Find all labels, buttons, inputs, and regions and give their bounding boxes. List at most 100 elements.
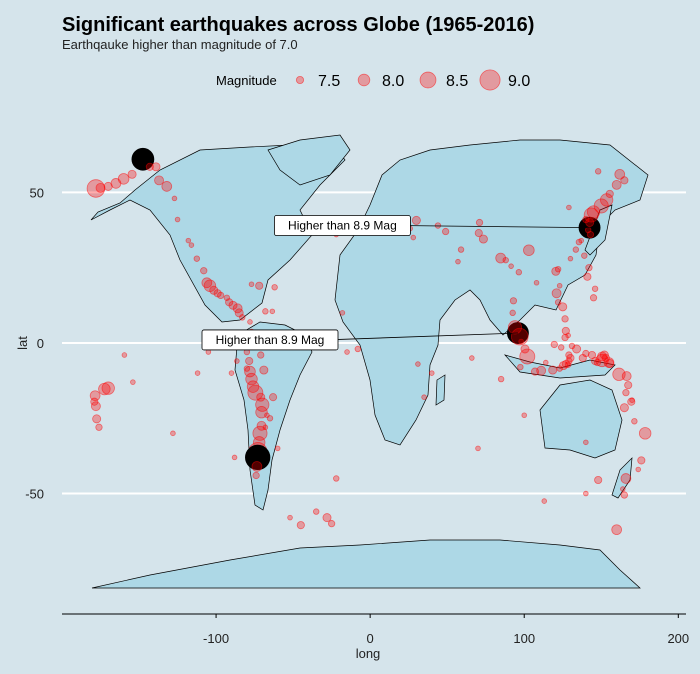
data-point bbox=[558, 344, 565, 351]
annotation-label: Higher than 8.9 Mag bbox=[216, 333, 325, 347]
data-point bbox=[92, 414, 102, 424]
data-point bbox=[117, 173, 130, 185]
data-point bbox=[536, 365, 547, 376]
annotation-box bbox=[274, 215, 411, 236]
data-point bbox=[344, 349, 350, 355]
data-point bbox=[566, 353, 575, 363]
data-point bbox=[127, 169, 137, 179]
data-point bbox=[591, 285, 599, 292]
data-point bbox=[622, 389, 630, 397]
legend-symbol bbox=[357, 73, 371, 87]
legend-symbol bbox=[419, 71, 437, 89]
legend-symbol bbox=[295, 75, 305, 85]
data-point bbox=[255, 281, 264, 290]
data-point bbox=[313, 508, 320, 515]
data-point bbox=[624, 381, 633, 390]
data-point bbox=[541, 498, 548, 504]
data-point bbox=[518, 338, 524, 345]
data-point bbox=[354, 345, 362, 353]
data-point bbox=[510, 327, 529, 346]
data-point bbox=[274, 445, 281, 452]
legend-symbol bbox=[479, 69, 501, 91]
data-point bbox=[520, 344, 530, 354]
data-point bbox=[98, 382, 111, 396]
data-point bbox=[478, 234, 488, 244]
data-point bbox=[611, 524, 623, 536]
data-point bbox=[248, 281, 255, 288]
data-point bbox=[333, 475, 340, 482]
highlight-point bbox=[245, 444, 271, 471]
data-point bbox=[251, 461, 263, 472]
data-point bbox=[475, 218, 484, 227]
data-point bbox=[252, 471, 260, 480]
landmass-new-zealand bbox=[611, 457, 633, 499]
data-point bbox=[554, 266, 562, 273]
annotation-label: Higher than 8.9 Mag bbox=[288, 219, 397, 233]
data-point bbox=[174, 216, 181, 223]
data-point bbox=[582, 215, 590, 224]
data-point bbox=[475, 445, 481, 452]
data-point bbox=[469, 355, 475, 361]
data-point bbox=[601, 353, 610, 363]
data-point bbox=[322, 513, 332, 523]
data-point bbox=[90, 401, 101, 412]
data-point bbox=[497, 375, 505, 383]
data-point bbox=[434, 222, 442, 229]
data-point bbox=[583, 490, 589, 497]
data-point bbox=[246, 380, 260, 393]
landmass-greenland bbox=[267, 134, 351, 186]
landmass-madagascar bbox=[435, 374, 446, 406]
data-point bbox=[271, 284, 278, 291]
data-point bbox=[217, 291, 225, 300]
data-point bbox=[410, 234, 417, 241]
data-point bbox=[585, 264, 593, 272]
chart-title: Significant earthquakes across Globe (19… bbox=[62, 14, 535, 36]
data-point bbox=[243, 365, 251, 372]
data-point bbox=[587, 350, 597, 360]
annotations: Higher than 8.9 Mag Higher than 8.9 Mag bbox=[201, 215, 590, 351]
data-point bbox=[635, 466, 641, 473]
data-point bbox=[171, 195, 178, 202]
data-point bbox=[234, 358, 240, 364]
axes: -100 0 100 200 50 0 -50 long lat bbox=[15, 185, 689, 661]
data-point bbox=[193, 255, 201, 262]
data-point bbox=[228, 370, 235, 376]
data-point bbox=[597, 351, 607, 362]
data-point bbox=[188, 242, 195, 248]
data-point bbox=[561, 315, 569, 323]
data-point bbox=[223, 294, 231, 301]
data-point bbox=[269, 393, 278, 402]
data-point bbox=[421, 394, 427, 400]
data-point bbox=[611, 179, 622, 190]
y-tick-label: 50 bbox=[30, 185, 44, 200]
data-point bbox=[620, 176, 629, 185]
data-point bbox=[566, 204, 572, 211]
data-point bbox=[245, 356, 254, 366]
data-point bbox=[266, 415, 274, 422]
annotation-line bbox=[324, 332, 518, 341]
data-point bbox=[507, 320, 523, 335]
data-point bbox=[145, 162, 154, 171]
data-point bbox=[614, 168, 626, 180]
data-point bbox=[130, 379, 136, 385]
data-point bbox=[578, 237, 584, 244]
data-point bbox=[455, 258, 461, 265]
data-point bbox=[530, 367, 540, 376]
annotation-line bbox=[397, 225, 590, 229]
data-point bbox=[593, 358, 602, 367]
data-point bbox=[558, 302, 568, 312]
legend-label: 8.0 bbox=[382, 73, 404, 90]
data-point bbox=[619, 403, 629, 413]
data-point bbox=[474, 229, 483, 238]
data-point bbox=[231, 454, 238, 461]
x-tick-label: 200 bbox=[667, 631, 689, 646]
data-point bbox=[548, 365, 558, 375]
legend: Magnitude 7.5 8.0 8.5 9.0 bbox=[216, 69, 530, 91]
data-point bbox=[257, 351, 265, 359]
data-point bbox=[620, 491, 628, 499]
data-point bbox=[523, 244, 535, 256]
highlight-point bbox=[131, 147, 155, 171]
earthquake-points bbox=[86, 147, 652, 536]
data-point bbox=[515, 269, 523, 276]
data-point bbox=[287, 514, 293, 521]
